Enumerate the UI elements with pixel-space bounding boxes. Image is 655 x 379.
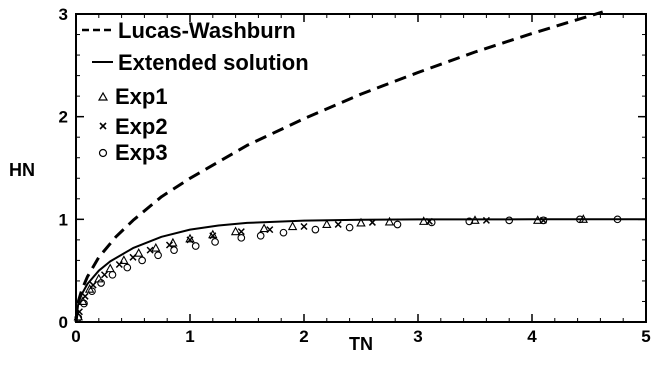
series-points-exp3 — [74, 215, 622, 322]
legend-swatch-triangle-marker — [97, 91, 109, 101]
data-point-triangle — [356, 217, 366, 227]
data-point-x — [186, 236, 194, 244]
data-point-x — [368, 218, 376, 226]
legend-swatch-circle-marker — [98, 148, 108, 158]
data-point-x — [81, 292, 89, 300]
series-points-exp2 — [75, 216, 547, 316]
data-point-circle — [97, 279, 105, 287]
x-tick-label: 1 — [185, 327, 194, 346]
legend: Lucas-Washburn Extended solution Exp1 Ex… — [82, 18, 309, 165]
x-tick-label: 5 — [641, 327, 650, 346]
data-point-x — [539, 216, 547, 224]
data-point-triangle — [287, 221, 298, 231]
data-point-x — [100, 271, 109, 279]
data-point-triangle — [105, 263, 115, 273]
data-point-circle — [427, 218, 436, 227]
y-tick-label: 0 — [59, 313, 68, 332]
data-point-x — [300, 222, 308, 231]
data-point-x — [482, 216, 490, 224]
data-point-circle — [74, 314, 83, 322]
y-tick-label: 2 — [59, 108, 68, 127]
data-point-x — [75, 308, 83, 316]
data-point-x — [334, 220, 342, 228]
data-point-circle — [576, 215, 584, 224]
x-tick-label: 2 — [299, 327, 308, 346]
legend-item-extended-solution: Extended solution — [92, 50, 309, 75]
legend-label: Lucas-Washburn — [118, 18, 296, 43]
series-line-extended-solution — [75, 218, 646, 323]
data-point-x — [129, 253, 137, 261]
series-points-exp1 — [73, 214, 589, 321]
y-tick-label: 3 — [59, 5, 68, 24]
data-point-x — [237, 228, 245, 236]
data-point-triangle — [119, 255, 129, 264]
data-point-triangle — [84, 283, 95, 293]
series-layer — [73, 10, 646, 323]
x-tick-label: 0 — [71, 327, 80, 346]
data-point-circle — [393, 220, 402, 229]
ticks-layer: 0 1 2 3 4 5 0 1 2 3 — [59, 5, 651, 346]
data-point-triangle — [322, 219, 332, 229]
x-tick-label: 4 — [527, 327, 537, 346]
data-point-circle — [170, 246, 178, 254]
data-point-x — [266, 226, 274, 234]
data-point-circle — [88, 287, 96, 296]
data-point-circle — [191, 242, 200, 250]
legend-label: Exp1 — [115, 84, 168, 109]
data-point-circle — [279, 228, 288, 237]
data-point-circle — [108, 270, 117, 279]
plot-frame — [75, 13, 647, 323]
data-point-circle — [211, 238, 219, 246]
data-point-circle — [138, 256, 146, 265]
legend-label: Exp2 — [115, 114, 168, 139]
legend-label: Exp3 — [115, 140, 168, 165]
data-point-x — [146, 246, 154, 254]
legend-item-exp2: Exp2 — [99, 114, 168, 139]
legend-item-lucas-washburn: Lucas-Washburn — [82, 18, 296, 43]
data-point-circle — [345, 223, 354, 232]
series-line-lucas-washburn — [74, 10, 604, 323]
data-point-triangle — [94, 273, 104, 283]
data-point-triangle — [133, 248, 144, 257]
legend-swatch-x-marker — [99, 122, 107, 130]
data-point-triangle — [418, 216, 429, 225]
data-point-triangle — [259, 223, 269, 233]
legend-label: Extended solution — [118, 50, 309, 75]
y-axis-label: HN — [9, 160, 35, 180]
data-point-circle — [465, 217, 474, 226]
data-point-circle — [505, 216, 514, 225]
legend-item-exp1: Exp1 — [97, 84, 168, 109]
data-point-triangle — [470, 215, 480, 224]
x-tick-label: 3 — [413, 327, 422, 346]
legend-item-exp3: Exp3 — [98, 140, 168, 165]
data-point-triangle — [230, 226, 241, 236]
data-point-circle — [311, 225, 320, 234]
data-point-circle — [539, 216, 548, 225]
data-point-triangle — [578, 214, 589, 223]
data-point-circle — [123, 263, 132, 272]
data-point-circle — [154, 251, 162, 260]
data-point-circle — [256, 231, 265, 240]
y-tick-label: 1 — [59, 210, 68, 229]
data-point-x — [165, 241, 174, 249]
x-axis-label: TN — [349, 334, 373, 354]
data-point-circle — [613, 215, 622, 224]
data-point-circle — [80, 299, 88, 308]
data-point-x — [209, 232, 217, 240]
data-point-circle — [237, 233, 246, 242]
data-point-triangle — [78, 296, 88, 306]
data-point-triangle — [151, 242, 161, 252]
data-point-x — [115, 260, 123, 269]
data-point-triangle — [384, 216, 395, 226]
data-point-x — [89, 281, 97, 289]
